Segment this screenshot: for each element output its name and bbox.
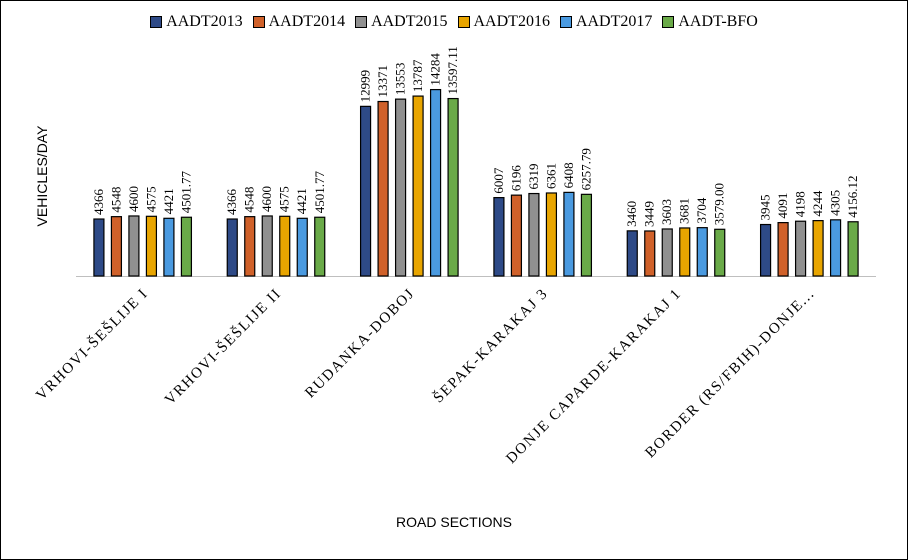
legend-item: AADT2016 [457,13,550,31]
bar [545,192,558,277]
bar [679,227,691,277]
data-label: 12999 [358,70,373,103]
legend-label: AADT2017 [575,13,653,30]
legend-item: AADT2014 [252,13,346,31]
data-label: 4244 [810,190,825,217]
data-label: 4501.77 [312,171,327,214]
bar [429,88,442,277]
data-label: 13597.11 [445,46,460,94]
category-label: RUDANKA-DOBOJ [302,286,418,402]
data-label: 3681 [677,198,692,224]
bar [261,215,273,277]
data-label: 4600 [126,186,141,212]
bar [528,192,540,277]
bar [314,216,326,277]
data-label: 3460 [624,201,639,227]
bar [563,191,575,277]
data-label: 3449 [642,201,657,227]
bar [377,100,389,277]
data-label: 4575 [277,186,292,212]
bar [412,95,424,277]
data-label: 13371 [375,65,390,98]
bar [244,216,256,277]
bar [128,215,140,277]
data-label: 3579.00 [712,183,727,225]
data-label: 4198 [793,191,808,217]
bar [714,228,726,277]
legend-swatch [457,16,470,28]
data-label: 4366 [91,189,106,216]
legend: AADT2013 AADT2014 AADT2015 AADT2016 AADT2017… [1,13,907,31]
data-label: 6408 [561,162,576,188]
bar [493,197,505,277]
bar [180,216,193,277]
legend-item: AADT2013 [150,13,243,31]
bar [847,221,859,277]
bar [580,193,593,277]
category-label: ŠEPAK-KARAKAJ 3 [430,285,552,407]
legend-label: AADT2013 [166,13,243,30]
data-label: 6361 [543,163,558,189]
legend-swatch [150,16,163,28]
legend-item: AADT2017 [559,13,653,31]
legend-swatch [355,16,368,28]
bar [661,228,673,277]
legend-swatch [662,16,675,28]
legend-item: AADT-BFO [662,13,758,31]
category-label: VRHOVI-ŠEŠLIJE II [161,285,284,408]
data-label: 4156.12 [845,176,860,218]
bar [359,105,372,277]
data-label: 6007 [491,167,506,194]
bar [145,215,158,277]
data-label: 4366 [224,189,239,216]
bar [759,223,772,277]
bar [812,220,824,277]
bar [794,220,807,277]
legend-label: AADT2016 [473,13,550,30]
bar [696,227,708,277]
bar [510,194,523,277]
data-label: 14284 [428,53,443,86]
bar [226,218,238,277]
data-label: 4575 [143,186,158,212]
x-axis-label: ROAD SECTIONS [396,514,512,530]
legend-label: AADT2015 [371,13,448,30]
legend-swatch [252,16,265,28]
data-label: 13553 [393,63,408,96]
bar [163,217,175,277]
data-label: 6257.79 [578,148,593,190]
bar [93,218,105,277]
data-label: 13787 [410,59,425,92]
bar [777,222,789,277]
data-label: 4501.77 [178,171,193,214]
data-label: 4600 [259,186,274,212]
data-label: 4548 [242,187,257,213]
data-label: 4305 [828,190,843,216]
data-label: 3603 [659,199,674,225]
data-label: 4421 [161,188,176,214]
legend-label: AADT2014 [268,13,346,30]
legend-swatch [559,16,572,28]
bar [644,230,656,277]
data-label: 4548 [108,187,123,213]
data-label: 6196 [508,165,523,192]
bar [296,217,308,277]
legend-item: AADT2015 [355,13,448,31]
category-label: VRHOVI-ŠEŠLIJE I [33,285,152,404]
data-label: 3704 [694,197,709,224]
data-label: 6319 [526,164,541,190]
bar [626,230,638,277]
data-label: 3945 [758,195,773,221]
bar [394,98,407,277]
bar [110,216,123,277]
data-label: 4091 [775,193,790,219]
data-label: 4421 [294,188,309,214]
bar [279,215,291,277]
legend-label: AADT-BFO [678,13,758,30]
bar [829,219,842,277]
bar [447,97,459,277]
